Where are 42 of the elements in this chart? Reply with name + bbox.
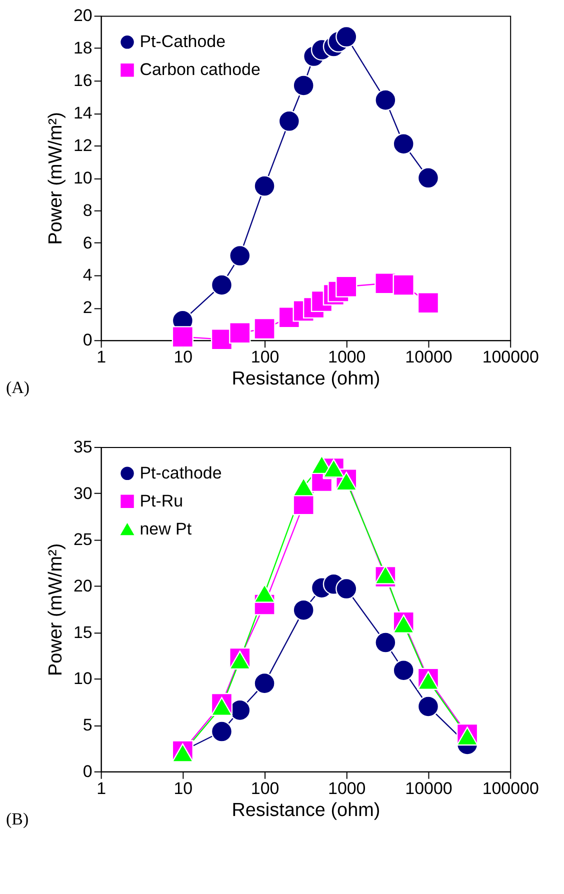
y-tick-label: 10 bbox=[73, 669, 92, 688]
y-tick-label: 0 bbox=[82, 762, 92, 781]
x-tick-label: 10000 bbox=[405, 778, 452, 798]
y-tick-label: 30 bbox=[73, 484, 92, 503]
y-tick-label: 5 bbox=[82, 716, 92, 735]
y-tick-label: 20 bbox=[73, 576, 92, 596]
x-tick-label: 100 bbox=[250, 348, 280, 367]
y-tick-label: 6 bbox=[82, 233, 92, 252]
y-tick-label: 14 bbox=[73, 104, 92, 123]
y-tick-label: 8 bbox=[82, 200, 92, 220]
y-tick-label: 12 bbox=[73, 136, 92, 155]
x-tick-label: 10 bbox=[174, 778, 193, 798]
x-tick-label: 1000 bbox=[328, 778, 366, 798]
y-tick-label: 10 bbox=[73, 168, 92, 188]
x-tick-label: 10 bbox=[174, 348, 193, 367]
legend-label: new Pt bbox=[140, 519, 192, 538]
y-tick-label: 2 bbox=[82, 298, 92, 318]
y-tick-label: 35 bbox=[73, 437, 92, 456]
y-tick-label: 15 bbox=[73, 622, 92, 642]
y-axis-title: Power (mW/m²) bbox=[45, 112, 66, 245]
y-tick-label: 18 bbox=[73, 38, 92, 58]
x-tick-label: 100000 bbox=[482, 348, 539, 367]
y-tick-label: 4 bbox=[82, 266, 92, 285]
text: (B) bbox=[6, 809, 29, 828]
y-tick-label: 0 bbox=[82, 330, 92, 350]
legend-label: Pt-cathode bbox=[140, 463, 222, 482]
x-tick-label: 1 bbox=[96, 778, 106, 798]
y-tick-label: 20 bbox=[73, 6, 92, 26]
y-tick-label: 16 bbox=[73, 71, 92, 90]
legend-label: Carbon cathode bbox=[140, 60, 260, 80]
x-axis-title: Resistance (ohm) bbox=[232, 800, 380, 821]
legend-label: Pt-Cathode bbox=[140, 32, 226, 52]
x-tick-label: 100 bbox=[250, 778, 280, 798]
x-axis-title: Resistance (ohm) bbox=[232, 368, 380, 390]
y-axis-title: Power (mW/m²) bbox=[45, 543, 66, 676]
x-tick-label: 1000 bbox=[328, 348, 366, 367]
text: (A) bbox=[6, 378, 30, 398]
legend-label: Pt-Ru bbox=[140, 491, 184, 510]
x-tick-label: 10000 bbox=[405, 348, 452, 367]
x-tick-label: 1 bbox=[96, 348, 106, 367]
y-tick-label: 25 bbox=[73, 530, 92, 550]
x-tick-label: 100000 bbox=[482, 778, 539, 798]
